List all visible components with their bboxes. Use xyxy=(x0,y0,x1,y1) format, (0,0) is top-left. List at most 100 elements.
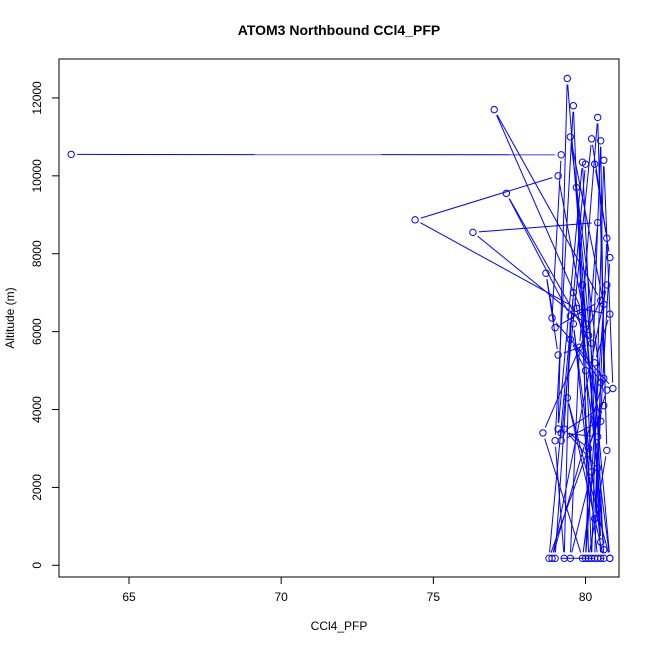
series-segment xyxy=(594,388,602,553)
series-segment xyxy=(561,144,592,435)
data-point xyxy=(566,554,575,563)
series-segment xyxy=(478,222,592,233)
series-segment xyxy=(572,344,584,366)
data-point xyxy=(542,269,550,277)
data-point xyxy=(563,74,571,83)
data-point xyxy=(603,234,611,242)
data-point xyxy=(587,468,596,476)
series-segment xyxy=(420,177,553,219)
data-point xyxy=(569,320,578,328)
series-segment xyxy=(589,456,607,553)
series-segment xyxy=(585,310,604,553)
data-point xyxy=(578,281,587,289)
data-point xyxy=(469,228,477,237)
data-point xyxy=(590,359,599,367)
series-segment xyxy=(477,235,582,321)
x-tick-label: 70 xyxy=(274,590,288,604)
data-point xyxy=(590,554,599,563)
y-tick-label: 0 xyxy=(30,562,44,569)
x-tick-label: 75 xyxy=(427,590,441,604)
data-point xyxy=(606,310,614,318)
data-point xyxy=(557,151,565,159)
data-point xyxy=(554,172,562,180)
data-point xyxy=(545,554,553,563)
x-tick-label: 65 xyxy=(122,590,136,604)
data-point xyxy=(593,554,602,563)
data-point xyxy=(581,554,590,563)
data-point xyxy=(411,216,419,224)
data-point xyxy=(600,300,608,309)
series-segment xyxy=(557,84,568,424)
data-point xyxy=(572,183,581,192)
x-axis-title: CCl4_PFP xyxy=(311,619,368,633)
y-tick-label: 2000 xyxy=(30,474,44,501)
series-segment xyxy=(570,353,580,553)
data-point xyxy=(490,105,498,114)
data-point xyxy=(581,320,590,328)
chart-title: ATOM3 Northbound CCl4_PFP xyxy=(238,22,440,38)
y-axis-title: Altitude (m) xyxy=(3,287,17,348)
series-segment xyxy=(558,168,583,424)
data-point xyxy=(575,343,584,351)
y-axis: 0 2000 4000 6000 8000 10000 12000 xyxy=(30,81,60,569)
series-segment xyxy=(588,228,598,330)
data-point xyxy=(581,366,590,375)
series-segment xyxy=(568,403,603,553)
data-point xyxy=(597,417,605,425)
series-segment xyxy=(496,114,581,307)
series-segment xyxy=(508,198,590,339)
data-point xyxy=(600,401,608,410)
data-point xyxy=(587,339,596,348)
data-point xyxy=(593,464,602,472)
data-point xyxy=(597,378,605,386)
series-segment xyxy=(558,181,585,319)
data-point xyxy=(572,304,581,312)
data-point xyxy=(563,394,571,402)
data-point xyxy=(557,436,565,445)
series-segment xyxy=(554,111,574,435)
series-segment xyxy=(567,433,595,464)
data-point xyxy=(603,281,611,289)
data-point xyxy=(548,314,556,322)
data-point xyxy=(593,113,602,122)
data-point xyxy=(600,546,608,554)
data-point xyxy=(597,137,605,145)
series-segment xyxy=(570,142,604,299)
x-tick-label: 80 xyxy=(579,590,593,604)
data-point xyxy=(581,160,590,168)
data-point xyxy=(584,331,593,340)
data-point xyxy=(593,218,602,227)
data-point xyxy=(578,308,587,316)
data-point xyxy=(566,133,575,141)
series-segment xyxy=(508,198,568,311)
data-point xyxy=(597,538,605,546)
series-segment xyxy=(553,383,603,553)
series-segment xyxy=(595,169,607,233)
data-point xyxy=(554,351,562,359)
series-segment xyxy=(582,308,605,314)
data-point xyxy=(67,150,75,159)
series-segment xyxy=(585,146,602,553)
y-tick-label: 8000 xyxy=(30,240,44,267)
series-segment xyxy=(597,473,601,536)
series-segment xyxy=(555,446,565,553)
data-point xyxy=(566,335,575,344)
series-segment xyxy=(565,408,599,431)
series-segment xyxy=(568,432,585,446)
series-segment xyxy=(420,222,572,306)
data-point xyxy=(603,446,611,455)
series-segment xyxy=(574,298,600,416)
series-segment xyxy=(576,193,592,466)
data-point xyxy=(584,444,593,453)
series-segment xyxy=(573,343,604,386)
data-point xyxy=(590,160,599,168)
series-segment xyxy=(551,160,562,313)
y-tick-label: 6000 xyxy=(30,318,44,345)
series-segment xyxy=(600,146,605,373)
series-segment xyxy=(573,329,601,537)
data-point xyxy=(569,288,578,297)
data-point xyxy=(551,324,559,332)
data-point xyxy=(606,554,614,563)
data-point xyxy=(539,429,547,437)
